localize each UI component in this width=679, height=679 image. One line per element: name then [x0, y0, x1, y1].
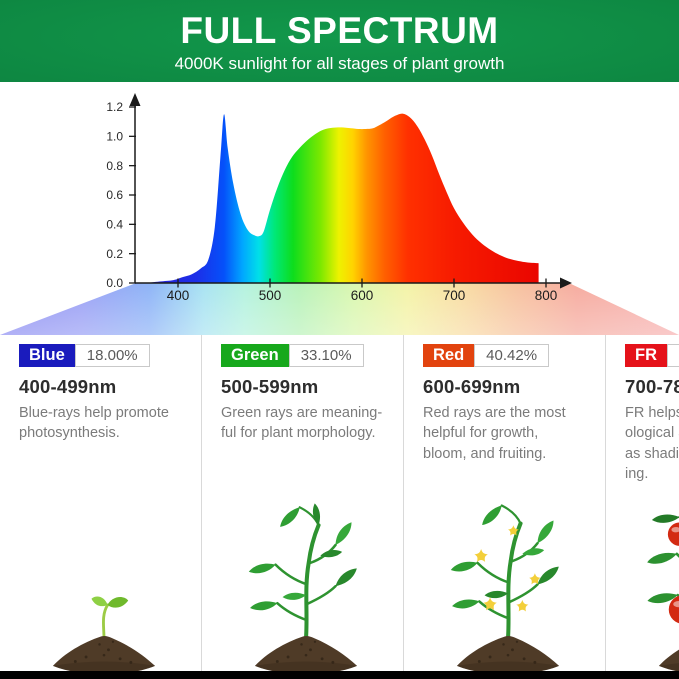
band-range: 500-599nm [221, 376, 319, 397]
page-subtitle: 4000K sunlight for all stages of plant g… [174, 53, 505, 73]
band-column-green: Green 33.10% 500-599nm Green rays are me… [201, 335, 403, 679]
wavelength-fade-trapezoid [0, 283, 679, 335]
bottom-black-bar [0, 671, 679, 679]
tomato-plant [248, 503, 360, 641]
y-axis-arrow-icon [129, 93, 141, 106]
plant-germinating-illustration [52, 596, 156, 675]
plant-blooming-illustration [450, 504, 562, 675]
soil-mound [456, 636, 560, 675]
band-badge-row: Red 40.42% [423, 344, 550, 367]
soil-mound [658, 649, 679, 672]
plant-wrap [625, 484, 679, 674]
band-description: Green rays are meaning- ful for plant mo… [221, 405, 383, 442]
svg-text:0.4: 0.4 [106, 218, 123, 232]
soil-mound [52, 636, 156, 675]
svg-text:0.0: 0.0 [106, 276, 123, 290]
band-badge: FR [625, 344, 667, 367]
plant-wrap [19, 484, 189, 675]
plant-wrap [221, 484, 391, 675]
svg-text:500: 500 [259, 288, 282, 303]
tomato-plant-fruiting [647, 491, 679, 624]
band-percent: 33.10% [288, 344, 364, 367]
band-range: 400-499nm [19, 376, 117, 397]
band-range: 600-699nm [423, 376, 521, 397]
svg-text:400: 400 [167, 288, 190, 303]
soil-mound [254, 636, 358, 675]
svg-text:0.2: 0.2 [106, 247, 123, 261]
page-title: FULL SPECTRUM [180, 10, 499, 51]
spectrum-chart-svg: 400 500 600 700 800 0.0 0.2 0.4 0.6 0.8 1.0 1.2 [0, 93, 679, 335]
band-description: FR helps regulate physi- ological activi… [625, 405, 679, 482]
header-banner: FULL SPECTRUM 4000K sunlight for all sta… [0, 0, 679, 82]
band-badge-row: Green 33.10% [221, 344, 364, 367]
band-column-blue: Blue 18.00% 400-499nm Blue-rays help pro… [0, 335, 201, 679]
sprout [91, 596, 129, 640]
svg-text:600: 600 [351, 288, 374, 303]
svg-text:800: 800 [535, 288, 558, 303]
spectrum-curve [145, 113, 539, 283]
band-range: 700-780nm [625, 376, 679, 397]
plant-fruiting-illustration [647, 491, 679, 672]
band-column-red: Red 40.42% 600-699nm Red rays are the mo… [403, 335, 605, 679]
svg-text:1.2: 1.2 [106, 100, 123, 114]
svg-text:1.0: 1.0 [106, 130, 123, 144]
band-description: Blue-rays help promote photosynthesis. [19, 405, 169, 442]
band-badge: Green [221, 344, 289, 367]
band-columns: Blue 18.00% 400-499nm Blue-rays help pro… [0, 335, 679, 679]
axes [134, 102, 563, 284]
svg-text:0.6: 0.6 [106, 188, 123, 202]
plant-wrap [423, 484, 593, 675]
band-badge: Red [423, 344, 475, 367]
band-badge: Blue [19, 344, 75, 367]
axis-ticks [129, 106, 547, 288]
x-axis-arrow-icon [560, 277, 572, 289]
band-column-fr: FR 8.48% 700-780nm FR helps regulate phy… [605, 335, 679, 679]
plant-growing-illustration [248, 503, 360, 675]
spectrum-chart: 400 500 600 700 800 0.0 0.2 0.4 0.6 0.8 1.0 1.2 [0, 82, 679, 335]
band-percent: 8.48% [667, 344, 679, 367]
band-percent: 40.42% [474, 344, 550, 367]
band-percent: 18.00% [74, 344, 150, 367]
tomatoes [667, 522, 679, 624]
band-description: Red rays are the most helpful for growth… [423, 405, 566, 462]
band-badge-row: Blue 18.00% [19, 344, 150, 367]
tomato-plant-flowering [450, 504, 562, 641]
svg-text:0.8: 0.8 [106, 159, 123, 173]
band-badge-row: FR 8.48% [625, 344, 679, 367]
axis-tick-labels: 400 500 600 700 800 0.0 0.2 0.4 0.6 0.8 1.0 1.2 [106, 100, 557, 303]
svg-text:700: 700 [443, 288, 466, 303]
